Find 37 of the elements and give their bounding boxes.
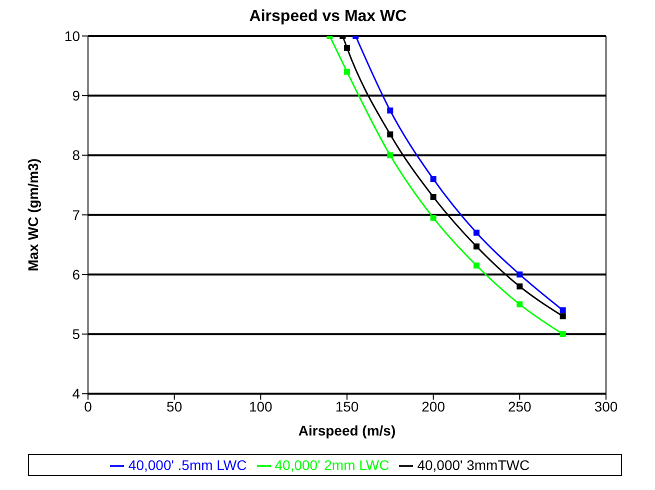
- x-axis-title: Airspeed (m/s): [298, 422, 396, 439]
- point: [344, 44, 350, 51]
- point: [387, 152, 394, 158]
- point: [474, 243, 480, 250]
- y-tick-label: 8: [72, 147, 80, 164]
- point: [344, 68, 350, 75]
- y-tick-label: 10: [64, 28, 80, 44]
- point: [387, 108, 394, 114]
- x-tick-label: 150: [335, 398, 359, 415]
- point: [516, 301, 523, 308]
- x-tick-label: 200: [422, 398, 446, 415]
- point: [474, 262, 480, 269]
- legend-label: 40,000' .5mm LWC: [128, 456, 247, 473]
- y-tick-label: 7: [72, 206, 80, 223]
- chart-title: Airspeed vs Max WC: [248, 8, 408, 26]
- point: [387, 131, 394, 138]
- x-tick-label: 250: [508, 398, 532, 415]
- point: [560, 331, 566, 338]
- legend-label: 40,000' 2mm LWC: [274, 456, 390, 473]
- y-axis-title: Max WC (gm/m3): [24, 158, 41, 272]
- point: [560, 313, 566, 320]
- point: [560, 307, 566, 314]
- point: [430, 176, 436, 182]
- x-tick-label: 100: [248, 398, 273, 415]
- y-tick-label: 6: [72, 266, 80, 282]
- legend-label: 40,000' 3mmTWC: [417, 456, 530, 473]
- x-tick-label: 0: [84, 398, 92, 415]
- point: [516, 271, 523, 278]
- y-tick-label: 9: [72, 88, 80, 104]
- x-tick-label: 50: [166, 398, 182, 415]
- point: [516, 283, 523, 290]
- y-tick-label: 4: [72, 386, 80, 402]
- point: [474, 230, 480, 236]
- point: [430, 214, 436, 221]
- point: [430, 194, 436, 200]
- x-tick-label: 300: [594, 398, 618, 415]
- y-tick-label: 5: [72, 326, 80, 342]
